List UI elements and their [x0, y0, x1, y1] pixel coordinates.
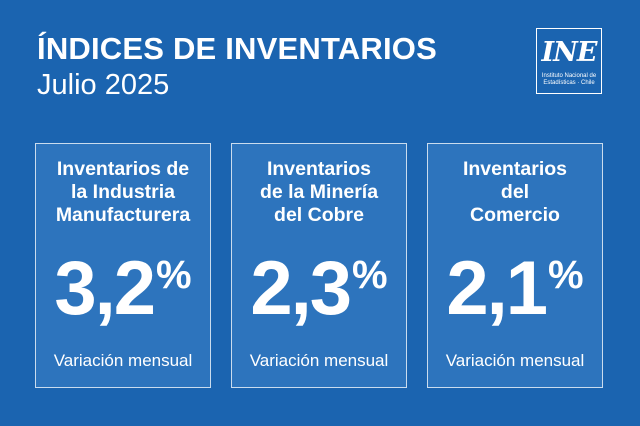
logo-text: Instituto Nacional de Estadísticas · Chi…	[541, 73, 597, 86]
card-value-group: 2,1%	[428, 249, 602, 329]
logo-mark: INE	[541, 37, 598, 68]
card-label: Variación mensual	[249, 351, 389, 370]
card-value: 2,1	[446, 246, 548, 331]
card-title: Inventarios de la Industria Manufacturer…	[55, 158, 191, 226]
card-unit: %	[548, 253, 584, 297]
card-label: Variación mensual	[53, 351, 193, 370]
card-unit: %	[352, 253, 388, 297]
card-value-group: 3,2%	[36, 249, 210, 329]
page-subtitle: Julio 2025	[37, 69, 170, 101]
card-unit: %	[156, 253, 192, 297]
card-title: Inventarios del Comercio	[462, 158, 568, 226]
page-title: ÍNDICES DE INVENTARIOS	[37, 31, 437, 66]
card-value: 3,2	[54, 246, 156, 331]
card-value-group: 2,3%	[232, 249, 406, 329]
card-commerce: Inventarios del Comercio 2,1% Variación …	[427, 143, 603, 388]
ine-logo: INE Instituto Nacional de Estadísticas ·…	[536, 28, 602, 94]
card-value: 2,3	[250, 246, 352, 331]
card-copper-mining: Inventarios de la Minería del Cobre 2,3%…	[231, 143, 407, 388]
card-manufacturing: Inventarios de la Industria Manufacturer…	[35, 143, 211, 388]
card-label: Variación mensual	[445, 351, 585, 370]
card-title: Inventarios de la Minería del Cobre	[259, 158, 379, 226]
